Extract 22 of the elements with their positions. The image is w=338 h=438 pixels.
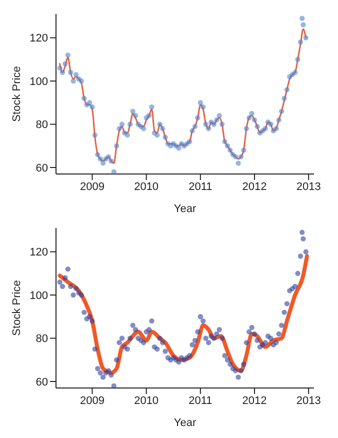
- y-tick-label: 100: [30, 290, 48, 302]
- x-tick-label: 2011: [188, 394, 212, 407]
- x-tick-label: 2009: [80, 180, 104, 193]
- x-tick-label: 2011: [188, 180, 212, 193]
- y-tick-label: 60: [36, 162, 48, 174]
- x-axis-title: Year: [174, 203, 196, 215]
- y-tick-label: 120: [30, 32, 48, 45]
- x-axis-title: Year: [174, 417, 196, 429]
- x-tick-label: 2012: [242, 180, 267, 193]
- y-tick-label: 120: [30, 246, 48, 259]
- y-axis-title: Stock Price: [10, 66, 23, 122]
- y-tick-label: 80: [36, 333, 48, 346]
- y-tick-label: 100: [30, 76, 48, 88]
- x-tick-label: 2013: [296, 180, 321, 193]
- y-tick-label: 60: [36, 376, 48, 388]
- y-axis-title: Stock Price: [10, 280, 23, 336]
- x-tick-label: 2012: [242, 394, 267, 407]
- x-tick-label: 2010: [134, 180, 159, 193]
- x-tick-label: 2009: [80, 394, 104, 407]
- y-tick-label: 80: [36, 119, 48, 132]
- x-tick-label: 2013: [296, 394, 321, 407]
- x-tick-label: 2010: [134, 394, 159, 407]
